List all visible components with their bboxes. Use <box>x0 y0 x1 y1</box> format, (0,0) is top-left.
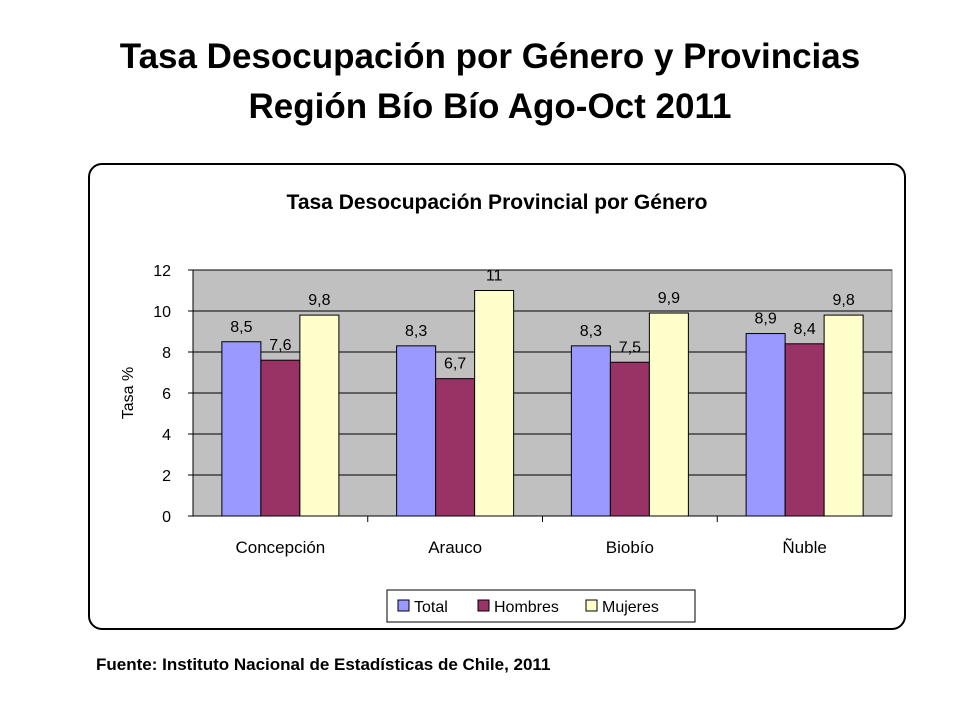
legend <box>386 589 696 623</box>
data-label: 8,3 <box>580 323 602 340</box>
x-tick-label: Ñuble <box>782 538 826 557</box>
bar-hombres <box>784 343 825 517</box>
legend-label: Hombres <box>494 599 559 616</box>
bar-chart: Tasa Desocupación Provincial por Género 0… <box>120 191 893 623</box>
data-label: 9,8 <box>833 292 855 309</box>
y-tick-label: 6 <box>162 386 171 403</box>
slide-title: Tasa Desocupación por Género y Provincia… <box>40 32 940 132</box>
x-tick-label: Concepción <box>235 538 325 557</box>
y-tick-label: 2 <box>162 468 171 485</box>
legend-label: Mujeres <box>602 599 659 616</box>
slide-title-line1: Tasa Desocupación por Género y Provincia… <box>119 37 861 76</box>
y-tick-label: 4 <box>162 427 171 444</box>
data-label: 8,5 <box>230 319 252 336</box>
legend-swatch-mujeres <box>585 599 598 612</box>
bar-total <box>570 345 611 517</box>
bar-hombres <box>609 361 650 517</box>
y-tick-label: 12 <box>153 263 171 280</box>
data-label: 7,6 <box>269 337 291 354</box>
bar-hombres <box>260 359 301 517</box>
y-axis-label: Tasa % <box>120 367 137 419</box>
data-label: 6,7 <box>444 356 466 373</box>
data-label: 9,9 <box>658 290 680 307</box>
bar-total <box>221 341 262 517</box>
x-tick-label: Biobío <box>606 538 654 557</box>
bar-hombres <box>435 378 476 517</box>
data-label: 11 <box>486 268 503 285</box>
legend-label: Total <box>414 599 448 616</box>
bar-mujeres <box>823 314 864 517</box>
slide-title-line2: Región Bío Bío Ago-Oct 2011 <box>248 87 732 126</box>
bar-mujeres <box>299 314 340 517</box>
data-label: 9,8 <box>308 292 330 309</box>
chart-frame: Tasa Desocupación Provincial por Género 0… <box>88 163 906 630</box>
source-note: Fuente: Instituto Nacional de Estadístic… <box>96 655 551 674</box>
bar-total <box>745 333 786 517</box>
bar-mujeres <box>648 312 689 517</box>
legend-swatch-total <box>397 599 410 612</box>
bar-total <box>396 345 437 517</box>
data-label: 8,3 <box>405 323 427 340</box>
y-tick-label: 10 <box>153 304 171 321</box>
data-label: 7,5 <box>619 339 641 356</box>
y-tick-label: 8 <box>162 345 171 362</box>
chart-title: Tasa Desocupación Provincial por Género <box>287 191 708 214</box>
legend-swatch-hombres <box>477 599 490 612</box>
x-tick-label: Arauco <box>428 538 482 557</box>
data-label: 8,9 <box>755 311 777 328</box>
data-label: 8,4 <box>794 321 816 338</box>
y-tick-label: 0 <box>162 509 171 526</box>
bar-mujeres <box>474 290 515 517</box>
